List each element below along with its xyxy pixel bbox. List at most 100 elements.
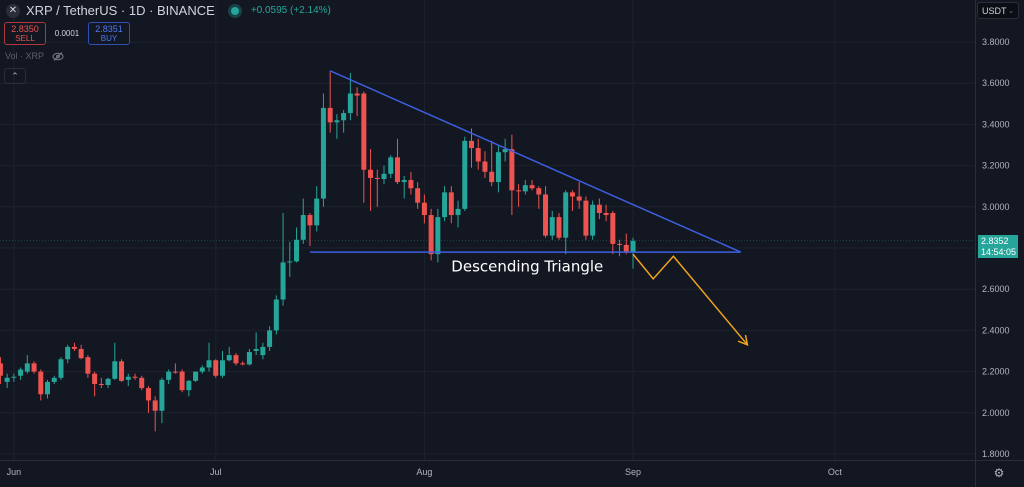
- candle: [18, 367, 24, 380]
- candle-body: [105, 378, 111, 385]
- candle: [85, 355, 91, 378]
- candle-body: [596, 204, 602, 213]
- candle-body: [442, 192, 448, 218]
- candle: [51, 375, 57, 384]
- candle: [186, 379, 192, 397]
- chevron-down-icon: ⌄: [1008, 7, 1014, 15]
- candle-body: [260, 346, 266, 356]
- candle: [246, 348, 252, 366]
- candle: [475, 138, 481, 170]
- candle-body: [132, 376, 138, 378]
- candle-body: [320, 107, 326, 199]
- candle: [213, 359, 219, 378]
- price-axis-label: 3.2000: [982, 161, 1010, 171]
- candle-body: [603, 212, 609, 216]
- candle-body: [31, 363, 37, 372]
- price-axis-label: 1.8000: [982, 449, 1010, 459]
- candle-body: [489, 171, 495, 183]
- candle-body: [495, 152, 501, 183]
- volume-indicator-legend[interactable]: Vol · XRP: [5, 51, 64, 61]
- candle-body: [267, 330, 273, 347]
- candle: [38, 369, 44, 401]
- upper-trendline: [329, 70, 742, 253]
- time-axis-label: Oct: [828, 467, 843, 477]
- candle-body: [347, 93, 353, 114]
- candle-body: [253, 348, 259, 351]
- candle: [92, 371, 98, 397]
- candle-body: [11, 376, 17, 378]
- candle: [172, 363, 178, 374]
- candle-body: [630, 240, 636, 253]
- candle-body: [240, 363, 246, 365]
- candle: [556, 212, 562, 240]
- candle-body: [590, 204, 596, 236]
- candle-body: [172, 371, 178, 373]
- candle: [596, 198, 602, 220]
- candle: [569, 190, 575, 211]
- candle: [132, 373, 138, 380]
- candle: [314, 186, 320, 232]
- candle: [327, 70, 333, 133]
- candle-body: [246, 352, 252, 365]
- candle-body: [179, 371, 185, 391]
- candle: [374, 169, 380, 207]
- candle: [65, 344, 71, 364]
- candle-body: [206, 360, 212, 368]
- candle: [347, 72, 353, 121]
- gear-icon[interactable]: ⚙: [993, 466, 1005, 480]
- projection-arrow: [632, 253, 749, 346]
- candle-body: [516, 190, 522, 192]
- symbol-title[interactable]: XRP / TetherUS · 1D · BINANCE: [26, 3, 215, 18]
- candle: [529, 180, 535, 191]
- candle-body: [394, 157, 400, 183]
- candle-body: [583, 200, 589, 236]
- candle-body: [469, 140, 474, 149]
- candle: [98, 377, 104, 389]
- candle-body: [300, 215, 306, 240]
- candle: [226, 346, 232, 362]
- candle: [152, 396, 158, 432]
- candle-body: [522, 185, 528, 192]
- buy-button[interactable]: 2.8351 BUY: [88, 22, 130, 45]
- candle-body: [294, 239, 300, 262]
- candle: [455, 200, 461, 228]
- candle-body: [556, 217, 562, 238]
- arrowhead-icon: [737, 334, 749, 347]
- candle: [462, 136, 468, 211]
- candle: [623, 233, 629, 255]
- candle: [24, 355, 30, 374]
- candle-body: [354, 93, 360, 96]
- candle: [71, 342, 77, 351]
- collapse-legend-button[interactable]: ⌃: [4, 68, 26, 84]
- volume-indicator-label: Vol · XRP: [5, 51, 45, 61]
- price-axis-label: 3.0000: [982, 202, 1010, 212]
- eye-off-icon[interactable]: [52, 51, 64, 61]
- price-axis-label: 3.4000: [982, 119, 1010, 129]
- candle-body: [51, 377, 57, 382]
- sell-button[interactable]: 2.8350 SELL: [4, 22, 46, 45]
- candle-body: [448, 192, 454, 216]
- candle: [11, 373, 17, 382]
- candle: [630, 237, 636, 269]
- candle-body: [482, 161, 488, 172]
- sell-price: 2.8350: [11, 23, 39, 34]
- candle: [31, 361, 37, 374]
- candle-body: [536, 188, 542, 195]
- candle: [145, 386, 151, 413]
- candle: [159, 377, 165, 424]
- candle: [354, 87, 360, 117]
- candle-body: [226, 355, 232, 361]
- candle-body: [381, 173, 387, 179]
- candle-body: [569, 192, 575, 197]
- currency-select[interactable]: USDT ⌄: [977, 2, 1019, 19]
- candle-body: [145, 388, 151, 401]
- candle: [495, 145, 501, 193]
- bar-countdown: 14:54:05: [981, 247, 1017, 257]
- candle: [219, 351, 225, 378]
- candle-body: [125, 376, 131, 380]
- candle: [394, 138, 400, 185]
- candle: [119, 359, 125, 382]
- candle-body: [233, 355, 239, 364]
